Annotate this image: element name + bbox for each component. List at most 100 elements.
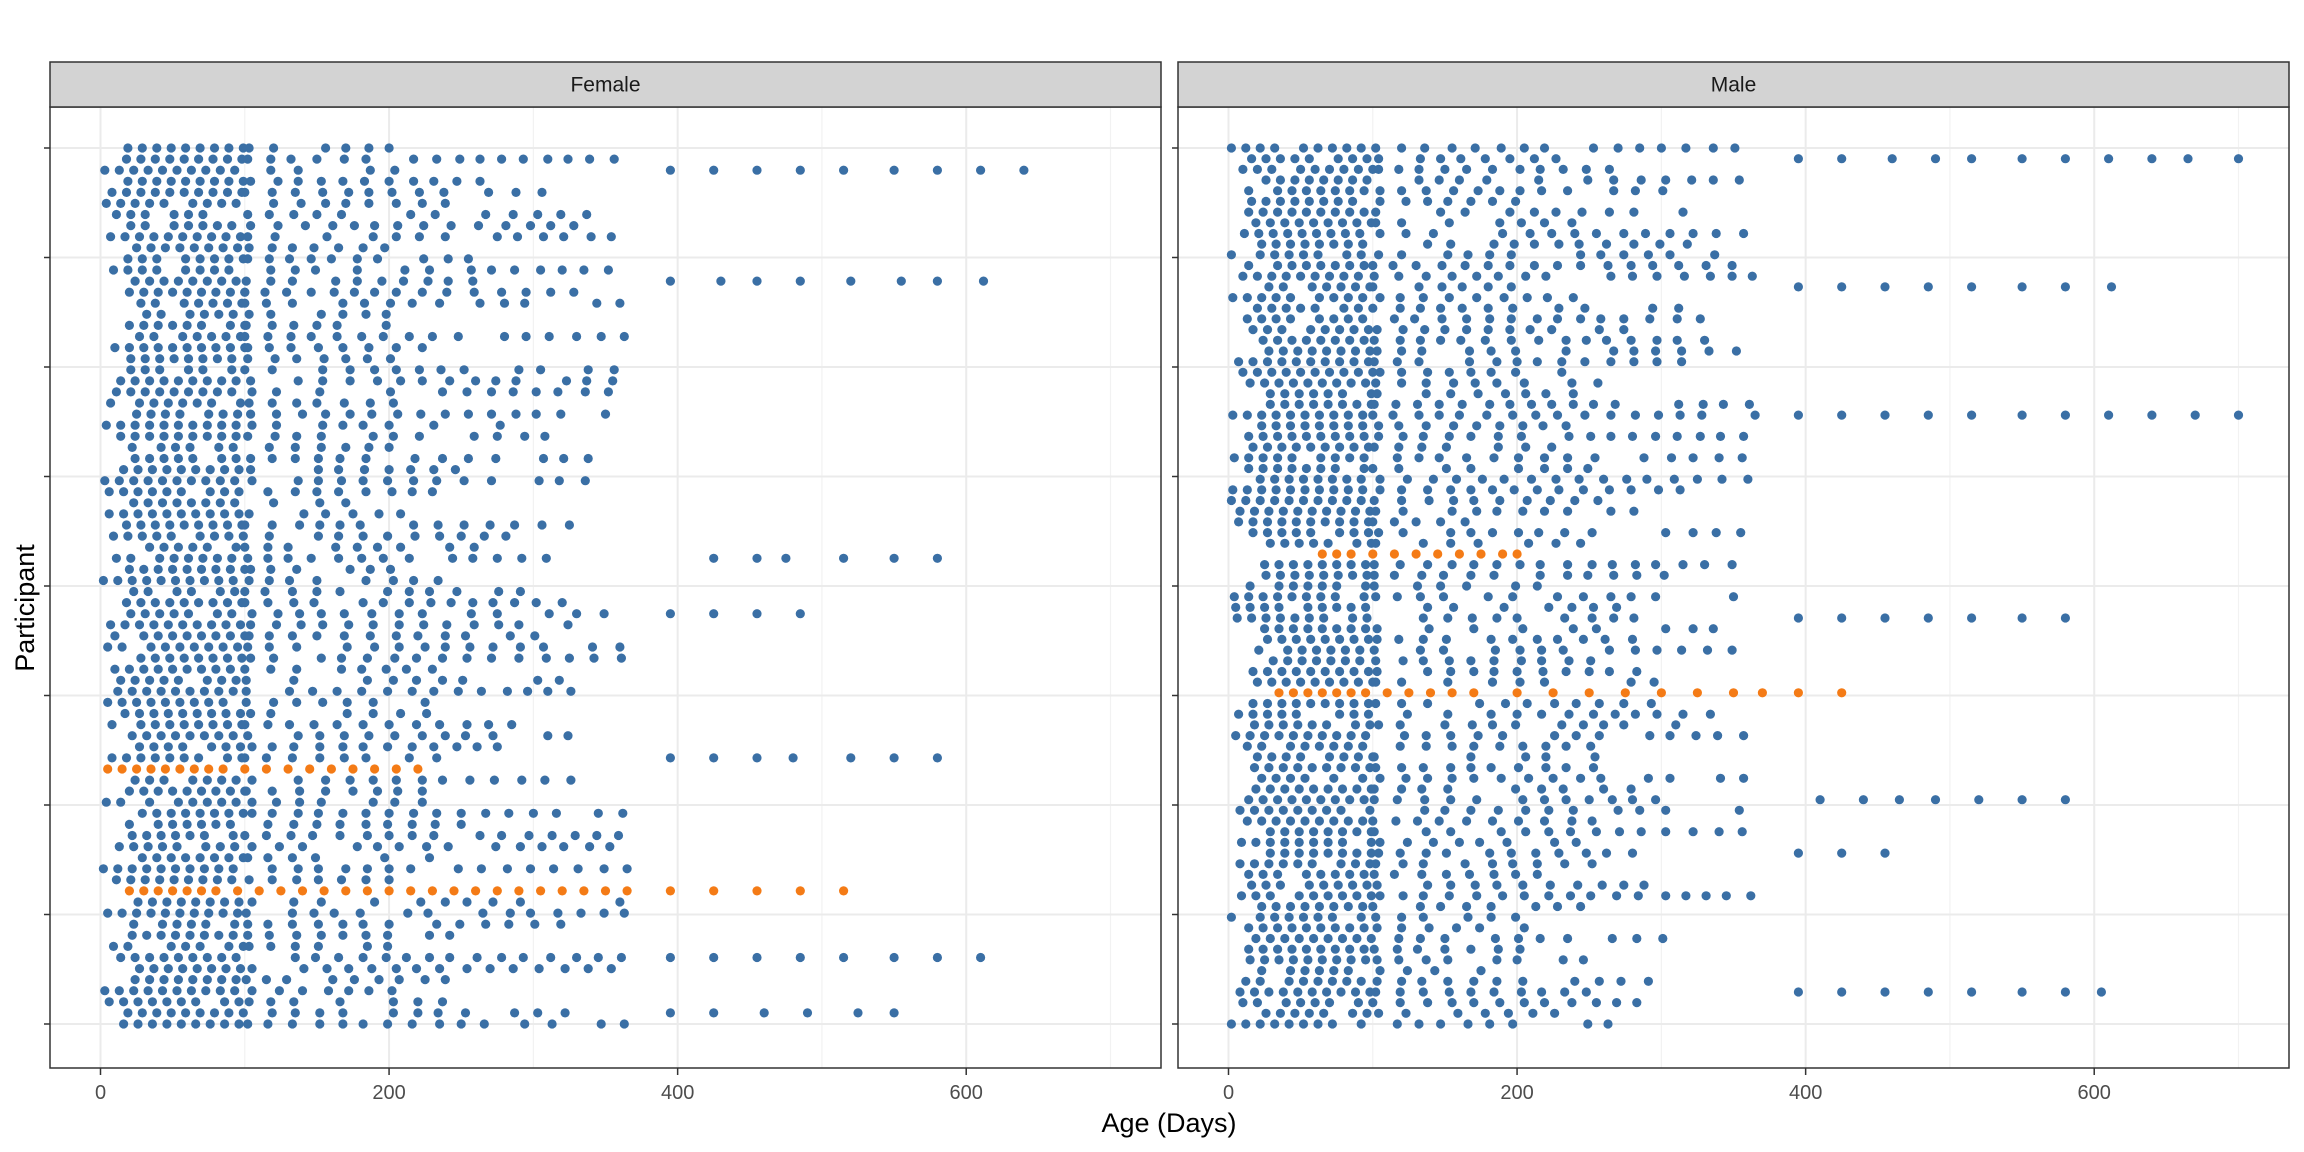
data-point <box>183 209 194 220</box>
data-point <box>136 298 146 308</box>
data-point <box>497 154 507 164</box>
data-point <box>1661 528 1671 538</box>
data-point <box>100 986 110 996</box>
data-point <box>1369 581 1379 591</box>
data-point <box>486 653 497 663</box>
data-point <box>1561 335 1571 345</box>
data-point <box>1603 260 1613 271</box>
data-point <box>1336 805 1346 815</box>
data-point <box>243 553 253 563</box>
data-point <box>1231 602 1241 613</box>
data-point <box>380 853 390 863</box>
data-point <box>1500 698 1511 709</box>
data-point <box>179 598 189 608</box>
data-point <box>196 819 207 830</box>
data-point <box>553 908 563 918</box>
data-point <box>1513 933 1524 944</box>
data-point <box>1343 485 1353 495</box>
data-point <box>1718 399 1728 409</box>
data-point <box>1535 570 1545 580</box>
data-point <box>266 276 276 286</box>
data-point <box>530 631 540 641</box>
data-point <box>1316 207 1326 217</box>
data-point <box>243 1019 253 1029</box>
data-point <box>1317 378 1327 388</box>
data-point <box>435 531 445 541</box>
data-point <box>1359 944 1369 954</box>
data-point <box>538 232 549 242</box>
highlighted-data-point <box>103 764 113 774</box>
data-point <box>160 243 170 253</box>
data-point <box>1374 848 1384 858</box>
data-point <box>172 919 182 929</box>
data-point <box>1274 378 1284 388</box>
data-point <box>1466 570 1476 580</box>
data-point <box>443 276 453 286</box>
highlighted-data-point <box>261 764 271 774</box>
data-point <box>1273 869 1283 880</box>
data-point <box>1314 485 1324 495</box>
data-point <box>593 808 603 818</box>
data-point <box>1262 709 1273 719</box>
data-point <box>1349 698 1359 709</box>
data-point <box>313 864 323 874</box>
data-point <box>1672 314 1682 324</box>
data-point <box>1700 335 1710 345</box>
data-point <box>391 232 401 242</box>
data-point <box>466 265 476 275</box>
data-point <box>1586 891 1596 901</box>
data-point <box>1539 795 1550 805</box>
data-point <box>1457 399 1467 409</box>
data-point <box>609 365 619 375</box>
data-point <box>313 476 323 486</box>
data-point <box>1594 976 1604 986</box>
data-point <box>295 520 305 530</box>
data-point <box>1264 506 1274 516</box>
data-point <box>387 187 397 197</box>
data-point <box>100 165 110 175</box>
data-point <box>338 742 348 752</box>
data-point <box>1301 795 1311 805</box>
data-point <box>185 930 195 940</box>
data-point <box>1349 517 1359 527</box>
data-point <box>370 287 380 297</box>
data-point <box>367 964 377 974</box>
data-point <box>2190 410 2200 420</box>
data-point <box>165 520 175 530</box>
data-point <box>514 653 524 663</box>
data-point <box>557 598 567 608</box>
data-point <box>1715 431 1726 441</box>
data-point <box>605 842 615 852</box>
data-point <box>1277 666 1287 677</box>
data-point <box>1415 154 1425 164</box>
data-point <box>1454 175 1464 185</box>
data-point <box>153 320 163 330</box>
data-point <box>537 520 547 530</box>
data-point <box>116 198 126 208</box>
data-point <box>130 975 140 985</box>
data-point <box>194 187 204 197</box>
data-point <box>1793 282 1803 292</box>
data-point <box>1375 293 1385 303</box>
data-point <box>1417 346 1427 356</box>
data-point <box>192 232 202 242</box>
data-point <box>1410 314 1420 324</box>
data-point <box>1522 293 1532 303</box>
data-point <box>1316 453 1326 463</box>
data-point <box>156 830 166 841</box>
data-point <box>1307 720 1317 730</box>
data-point <box>1287 260 1297 271</box>
data-point <box>181 265 191 275</box>
data-point <box>1249 763 1260 773</box>
data-point <box>430 819 440 830</box>
data-point <box>172 476 182 486</box>
data-point <box>1280 784 1290 794</box>
data-point <box>1421 741 1431 751</box>
data-point <box>1366 933 1376 944</box>
data-point <box>1743 474 1753 484</box>
data-point <box>1358 293 1368 303</box>
data-point <box>1588 763 1599 773</box>
data-point <box>153 786 163 796</box>
data-point <box>572 952 582 963</box>
data-point <box>1329 421 1339 431</box>
